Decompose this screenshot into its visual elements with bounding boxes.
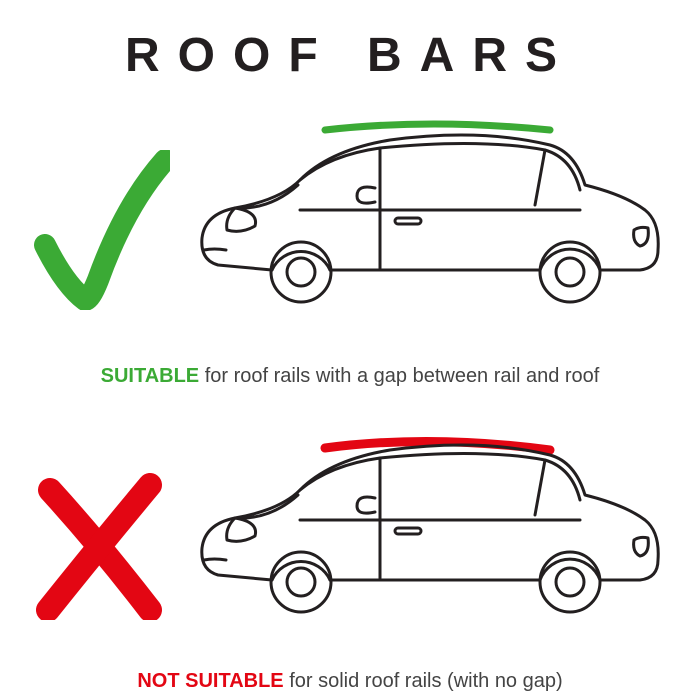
caption-lead-not-suitable: NOT SUITABLE: [137, 670, 283, 692]
car-outline: [202, 135, 658, 302]
caption-suitable: SUITABLE for roof rails with a gap betwe…: [40, 365, 660, 388]
roof-rail-good: [325, 124, 550, 130]
infographic-root: ROOF BARS: [0, 0, 700, 700]
page-title: ROOF BARS: [0, 28, 700, 83]
check-icon: [30, 150, 170, 310]
row-suitable: [0, 110, 700, 370]
cross-icon: [30, 460, 170, 620]
row-not-suitable: [0, 420, 700, 680]
caption-rest-suitable: for roof rails with a gap between rail a…: [199, 365, 599, 387]
car-not-suitable: [180, 420, 680, 640]
car-outline: [202, 445, 658, 612]
check-stroke: [45, 160, 165, 300]
caption-rest-not-suitable: for solid roof rails (with no gap): [284, 670, 563, 692]
caption-lead-suitable: SUITABLE: [101, 365, 200, 387]
caption-not-suitable: NOT SUITABLE for solid roof rails (with …: [40, 670, 660, 693]
car-suitable: [180, 110, 680, 330]
